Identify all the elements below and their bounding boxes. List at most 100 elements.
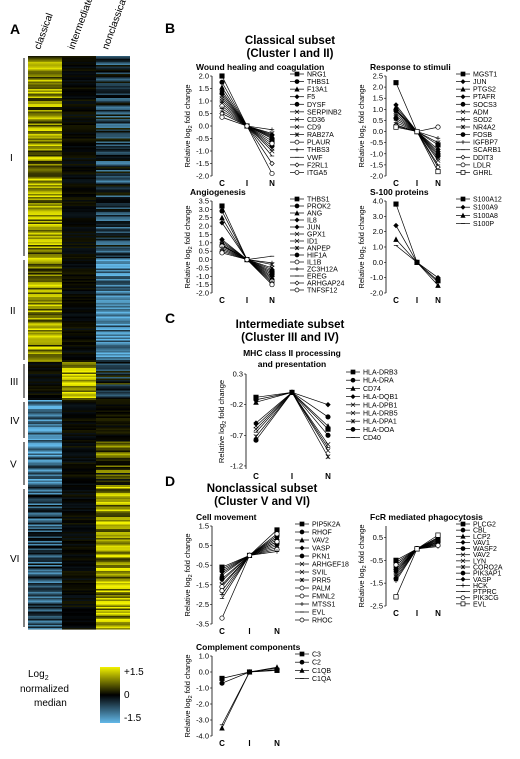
heatmap-cell [28,171,62,174]
heatmap-cell [28,77,62,79]
heatmap-cell [62,387,96,390]
legend-label: THBS3 [307,147,330,154]
heatmap-cell [96,533,130,536]
heatmap-cell [62,425,96,428]
data-point [294,117,300,122]
data-point [350,410,356,416]
heatmap-cell [62,123,96,126]
heatmap-cell [62,620,96,623]
legend-label: PLCG2 [473,522,496,529]
cluster-label-vi: VI [10,554,19,565]
heatmap-cell [28,487,62,489]
heatmap-cell [96,352,130,355]
heatmap-cell [96,273,130,275]
heatmap-cell [62,80,96,82]
heatmap-cell [62,580,96,582]
legend-label: WASF2 [473,546,497,553]
heatmap-cell [28,604,62,606]
x-tick-label: N [435,609,441,618]
heatmap-cell [96,164,130,166]
heatmap-cell [96,617,130,620]
legend-label: F5 [307,94,315,101]
legend-title-line2: normalized [20,684,69,695]
heatmap-cell [28,559,62,561]
heatmap-cell [28,538,62,540]
heatmap-cell [96,230,130,232]
heatmap-cell [28,267,62,269]
heatmap-cell [28,310,62,313]
heatmap-cell [28,277,62,280]
heatmap-cell [62,182,96,184]
heatmap-cell [28,596,62,599]
heatmap-cell [62,191,96,193]
heatmap-cell [28,57,62,60]
heatmap-cell [62,150,96,153]
heatmap-cell [28,331,62,334]
heatmap-cell [28,327,62,329]
legend-label: FOSB [473,132,492,139]
heatmap-cell [96,383,130,385]
heatmap-cell [62,613,96,615]
data-point [269,160,275,167]
heatmap-cell [96,297,130,299]
heatmap-cell [96,59,130,61]
heatmap-cell [28,377,62,379]
heatmap-cell [62,289,96,292]
x-tick-label: I [416,609,418,618]
chart-title-line2: and presentation [258,359,326,369]
heatmap-cell [62,452,96,454]
heatmap-cell [28,430,62,432]
heatmap-cell [96,526,130,528]
heatmap-cell [28,533,62,536]
heatmap-cell [62,493,96,495]
heatmap-cell [62,418,96,420]
heatmap-cell [96,312,130,314]
y-tick-label: 0.0 [373,127,383,136]
heatmap-cell [28,315,62,317]
heatmap-cell [28,581,62,584]
heatmap-cell [96,173,130,175]
heatmap-cell [62,225,96,228]
col-label-classical: classical [32,12,55,51]
heatmap-cell [28,301,62,304]
heatmap-cell [96,213,130,216]
y-tick-label: 2.0 [199,72,209,81]
heatmap-cell [96,265,130,268]
legend-label: IGFBP7 [473,140,498,147]
heatmap-cell [28,102,62,105]
heatmap-cell [96,527,130,530]
legend-label: ZC3H12A [307,267,338,274]
heatmap-cell [28,553,62,555]
data-point [350,402,356,408]
y-tick-label: -1.5 [370,160,383,169]
heatmap-cell [28,611,62,614]
heatmap-cell [96,72,130,75]
heatmap-cell [62,183,96,186]
heatmap-cell [96,447,130,450]
heatmap-cell [62,185,96,187]
heatmap-cell [96,77,130,79]
heatmap-cell [28,524,62,527]
heatmap-cell [28,586,62,588]
heatmap-cell [62,159,96,162]
legend-title-sub: 2 [45,675,49,682]
heatmap-cell [62,143,96,145]
heatmap-cell [62,530,96,533]
heatmap-cell [28,616,62,618]
heatmap-cell [62,68,96,70]
heatmap-cell [62,300,96,302]
heatmap-cell [96,65,130,67]
heatmap-cell [62,176,96,178]
heatmap-cell [96,605,130,608]
heatmap-cell [96,167,130,169]
heatmap-cell [96,267,130,269]
heatmap-cell [62,345,96,347]
heatmap-cell [28,357,62,359]
data-point [294,124,300,130]
heatmap-cell [96,521,130,524]
heatmap-cell [62,111,96,114]
heatmap-cell [96,514,130,516]
